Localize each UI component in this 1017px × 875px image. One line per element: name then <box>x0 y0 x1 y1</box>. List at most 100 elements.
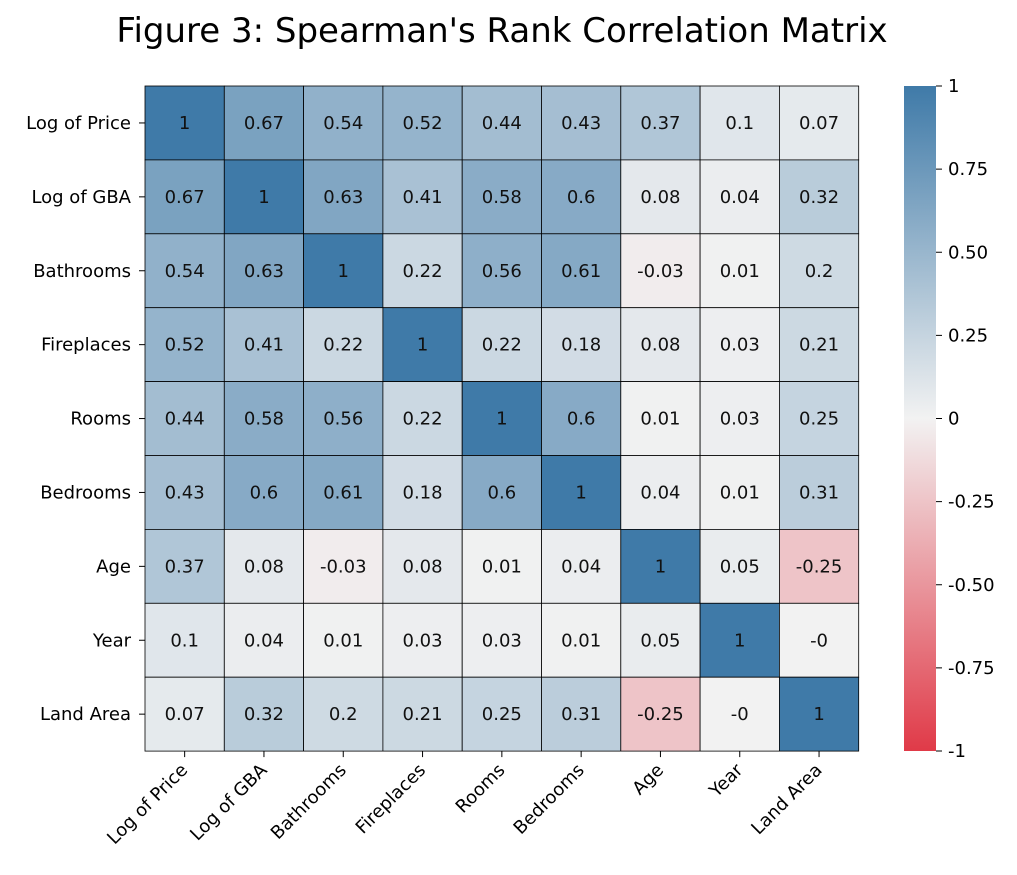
cell-value-label: 0.43 <box>561 113 601 134</box>
row-tick-label: Year <box>92 630 132 651</box>
heatmap-cell <box>541 159 622 235</box>
heatmap-cell <box>144 676 225 752</box>
heatmap-cell <box>620 159 701 235</box>
cell-value-label: 0.01 <box>640 409 680 430</box>
cell-value-label: 0.07 <box>165 704 205 725</box>
heatmap-cell <box>303 529 384 604</box>
cell-value-label: 0.21 <box>403 704 443 725</box>
cell-value-label: 0.22 <box>323 335 363 356</box>
row-tick-labels: Log of Price Log of GBA Bathrooms Fireplace… <box>26 113 145 725</box>
cell-value-label: 0.31 <box>799 482 839 503</box>
heatmap-cell <box>779 455 860 530</box>
cell-value-label: 0.6 <box>567 187 596 208</box>
cell-value-label: 0.05 <box>640 630 680 651</box>
cell-value-label: 0.32 <box>799 187 839 208</box>
heatmap-cell <box>303 676 384 752</box>
colorbar-tick-label: -0.75 <box>948 658 995 679</box>
cell-value-label: 0.03 <box>403 630 443 651</box>
column-tick-label: Fireplaces <box>352 760 430 838</box>
heatmap-cell <box>382 602 463 678</box>
cell-value-label: 0.22 <box>403 261 443 282</box>
heatmap-cell <box>144 85 225 161</box>
cell-value-label: 0.31 <box>561 704 601 725</box>
heatmap-cell <box>382 381 463 456</box>
heatmap-cell <box>144 529 225 604</box>
cell-value-label: 0.03 <box>720 335 760 356</box>
cell-value-label: 0.01 <box>720 482 760 503</box>
cell-value-label: 0.37 <box>640 113 680 134</box>
cell-value-label: -0 <box>731 704 749 725</box>
heatmap-cell <box>144 381 225 456</box>
column-tick-label: Year <box>705 759 748 802</box>
colorbar-tick-label: 0.25 <box>948 325 988 346</box>
cell-value-label: 1 <box>813 704 824 725</box>
heatmap-cell <box>303 381 384 456</box>
cell-value-label: 0.63 <box>244 261 284 282</box>
heatmap-cell <box>382 676 463 752</box>
heatmap-cell <box>779 159 860 235</box>
cell-value-label: 0.54 <box>323 113 363 134</box>
heatmap-cell <box>461 529 542 604</box>
cell-value-label: 0.41 <box>403 187 443 208</box>
cell-value-label: 0.05 <box>720 556 760 577</box>
cell-value-label: 0.04 <box>561 556 601 577</box>
heatmap-cell <box>303 455 384 530</box>
colorbar-tick-label: 0 <box>948 409 959 430</box>
heatmap-cell <box>699 85 780 161</box>
colorbar-tick-label: 1 <box>948 76 959 97</box>
heatmap-cell <box>223 529 305 604</box>
cell-value-label: 0.58 <box>244 409 284 430</box>
heatmap-cell <box>620 381 701 456</box>
heatmap-cell <box>541 381 622 456</box>
heatmap-cell <box>779 602 860 678</box>
heatmap-cell <box>779 233 860 309</box>
heatmap-cell <box>541 85 622 161</box>
row-tick-label: Age <box>96 556 131 577</box>
cell-value-label: 0.32 <box>244 704 284 725</box>
cell-value-label: 0.1 <box>170 630 199 651</box>
cell-value-label: 0.63 <box>323 187 363 208</box>
heatmap-cell <box>303 233 384 309</box>
cell-value-label: 0.52 <box>403 113 443 134</box>
cell-value-label: -0.25 <box>637 704 684 725</box>
cell-value-label: 0.03 <box>482 630 522 651</box>
cell-value-label: 0.61 <box>561 261 601 282</box>
cell-value-label: 0.07 <box>799 113 839 134</box>
heatmap-cell <box>382 455 463 530</box>
heatmap-cell <box>541 455 622 530</box>
cell-value-label: 0.08 <box>403 556 443 577</box>
heatmap-cell <box>461 455 542 530</box>
heatmap-cell <box>620 676 701 752</box>
cell-value-label: 0.67 <box>244 113 284 134</box>
heatmap-cell <box>382 233 463 309</box>
cell-value-label: 1 <box>655 556 666 577</box>
heatmap-cell <box>144 307 225 383</box>
row-tick-label: Log of GBA <box>31 187 131 208</box>
colorbar-ticks: 1 0.75 0.50 0.25 0 -0.25 -0.50 -0.75 -1 <box>936 76 995 762</box>
colorbar-tick-label: -0.25 <box>948 492 995 513</box>
cell-value-label: 0.01 <box>482 556 522 577</box>
heatmap-cell <box>779 381 860 456</box>
heatmap-cell <box>461 85 542 161</box>
cell-value-label: 0.37 <box>165 556 205 577</box>
cell-value-label: 0.2 <box>805 261 834 282</box>
cell-value-label: 0.04 <box>244 630 284 651</box>
cell-value-label: 0.43 <box>165 482 205 503</box>
cell-value-label: -0.03 <box>320 556 367 577</box>
heatmap-cell <box>144 233 225 309</box>
cell-value-label: 0.08 <box>640 335 680 356</box>
heatmap-cell <box>699 455 780 530</box>
cell-value-label: 0.58 <box>482 187 522 208</box>
cell-value-label: 0.22 <box>482 335 522 356</box>
cell-value-label: 0.01 <box>561 630 601 651</box>
colorbar <box>904 86 936 751</box>
cell-value-label: 0.21 <box>799 335 839 356</box>
heatmap-cell <box>223 233 305 309</box>
cell-value-label: 0.1 <box>725 113 754 134</box>
heatmap-cell <box>461 602 542 678</box>
heatmap-cell <box>223 455 305 530</box>
cell-value-label: 1 <box>338 261 349 282</box>
cell-value-label: 0.61 <box>323 482 363 503</box>
heatmap-cell <box>461 159 542 235</box>
column-tick-label: Rooms <box>452 760 510 818</box>
